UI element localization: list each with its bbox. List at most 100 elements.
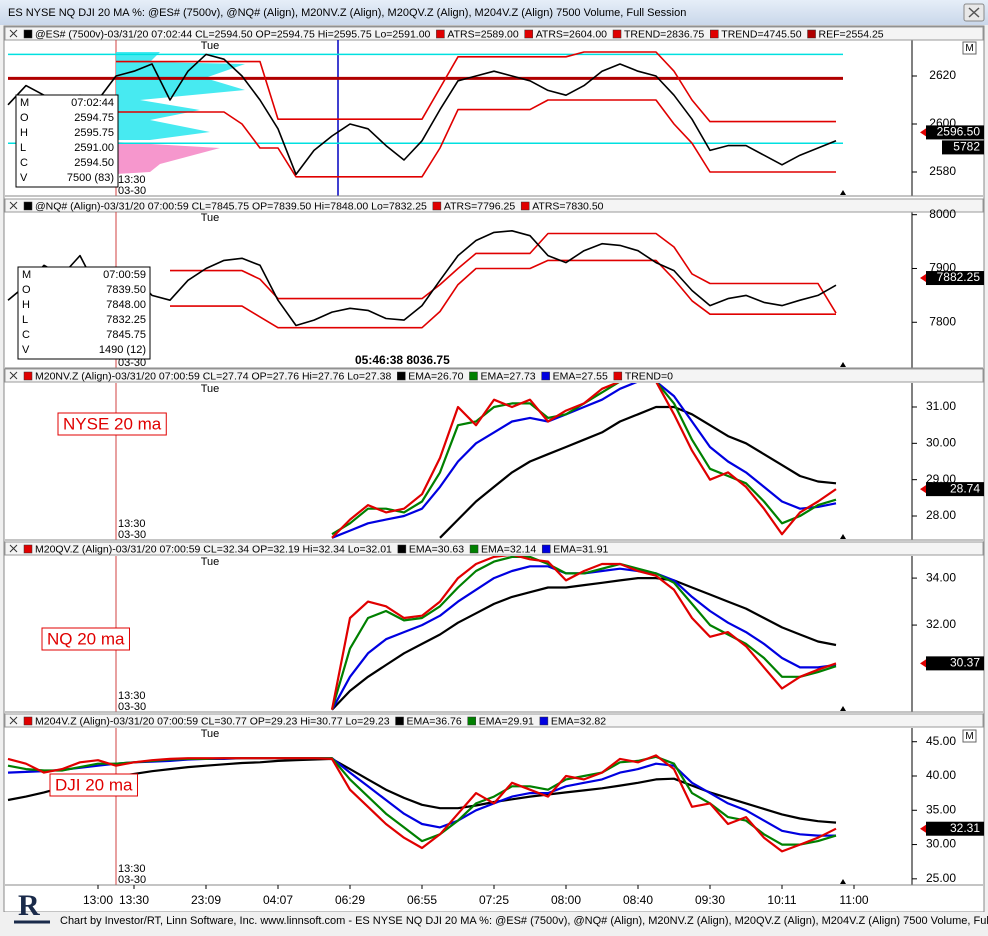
x-tick-label: 23:09 [191,893,221,907]
header-text: EMA=32.82 [551,715,606,727]
header-swatch [23,201,33,211]
volume-box [942,140,984,155]
header-text: M204V.Z (Align)-03/31/20 07:00:59 CL=30.… [35,715,390,727]
header-swatch [469,371,478,381]
info-box [15,94,119,188]
last-arrow [920,128,926,137]
header-swatch [395,716,404,726]
session-label: 13:30 [118,863,146,875]
info-value: 07:00:59 [103,269,146,281]
y-tick-label: 2620 [929,68,956,82]
x-tick-label: 07:25 [479,893,509,907]
day-label: Tue [201,556,220,568]
info-value: 2591.00 [74,142,114,154]
header-swatch [397,371,406,381]
close-button[interactable] [963,3,985,22]
header-swatch [469,544,479,554]
svg-text:R: R [18,889,40,922]
series-line [330,556,837,710]
panel-button-label: M [965,43,973,54]
session-label: 13:30 [118,690,146,702]
header-text: TREND=0 [625,370,673,382]
header-text: REF=2554.25 [819,28,884,40]
y-tick-label: 2580 [929,164,956,178]
series-line [7,757,837,824]
header-text: ATRS=2604.00 [536,28,607,40]
last-box [926,271,984,286]
y-tick-label: 34.00 [926,570,956,584]
plot-bg [5,212,912,368]
panel-close-icon [9,201,18,210]
info-value: 2594.75 [74,112,114,124]
volume-profile [116,52,245,140]
header-swatch [23,544,33,554]
info-key: H [22,299,30,311]
info-value: 1490 (12) [99,344,146,356]
info-key: L [22,314,28,326]
info-box [17,266,151,360]
header-swatch [23,29,33,39]
info-value: 2595.75 [74,127,114,139]
axis-bg [912,383,983,540]
series-line [7,53,837,176]
y-tick-label: 40.00 [926,768,956,782]
header-swatch [710,29,719,39]
y-tick-label: 31.00 [926,399,956,413]
last-label: 2596.50 [937,125,981,139]
header-swatch [612,29,622,39]
series-line [170,259,836,329]
panel-button [962,41,977,55]
x-tick-label: 09:30 [695,893,725,907]
header-swatch [613,371,623,381]
day-label: Tue [201,728,220,740]
header-text: EMA=30.63 [409,543,464,555]
header-text: EMA=27.73 [480,370,535,382]
header-text: EMA=31.91 [553,543,608,555]
header-text: EMA=29.91 [479,715,534,727]
annotation: DJI 20 ma [55,775,133,794]
info-key: V [20,172,28,184]
info-value: 7848.00 [106,299,146,311]
y-tick-label: 25.00 [926,871,956,885]
header-swatch [539,716,549,726]
axis-bg [912,40,983,196]
header-swatch [467,716,476,726]
scroll-marker [840,190,846,195]
info-value: 2594.50 [74,157,114,169]
header-text: @ES# (7500v)-03/31/20 07:02:44 CL=2594.5… [35,28,431,40]
x-tick-label: 13:00 [83,893,113,907]
info-value: 7832.25 [106,314,146,326]
y-tick-label: 35.00 [926,802,956,816]
last-arrow [920,485,926,494]
panel: @ES# (7500v)-03/31/20 07:02:44 CL=2594.5… [4,26,984,197]
header-swatch [23,716,33,726]
panel-close-icon [9,716,18,725]
last-label: 30.37 [950,656,980,670]
series-line [170,232,837,314]
header-swatch [23,371,33,381]
last-arrow [920,659,926,668]
y-tick-label: 32.00 [926,617,956,631]
axis-bg [912,728,983,885]
info-key: O [20,112,29,124]
x-tick-label: 08:00 [551,893,581,907]
annotation: NYSE 20 ma [63,414,162,433]
info-value: 07:02:44 [71,97,114,109]
session-label: 03-30 [118,701,146,713]
info-value: 7839.50 [106,284,146,296]
panels: @ES# (7500v)-03/31/20 07:02:44 CL=2594.5… [4,26,984,907]
series-line [330,556,837,711]
info-key: O [22,284,31,296]
panel-header [4,713,984,728]
panel-close-icon [9,371,18,380]
session-label: 13:30 [118,518,146,530]
header-text: EMA=32.14 [481,543,536,555]
session-label: 03-30 [118,185,146,197]
y-tick-label: 30.00 [926,837,956,851]
x-tick-label: 06:29 [335,893,365,907]
header-text: EMA=36.76 [407,715,462,727]
plot-bg [5,556,912,712]
series-line [331,577,837,711]
